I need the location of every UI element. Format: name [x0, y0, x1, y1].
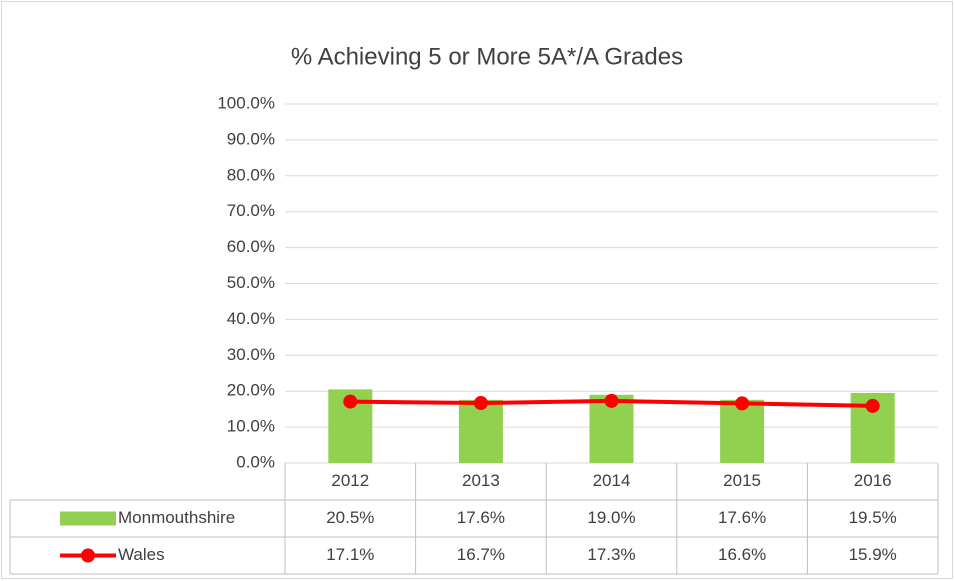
- marker: [604, 393, 619, 408]
- legend-label: Monmouthshire: [118, 508, 235, 527]
- y-tick-label: 70.0%: [227, 201, 275, 220]
- y-tick-label: 40.0%: [227, 309, 275, 328]
- x-tick-label: 2013: [462, 471, 500, 490]
- y-tick-label: 20.0%: [227, 381, 275, 400]
- y-tick-label: 80.0%: [227, 165, 275, 184]
- table-value: 15.9%: [849, 545, 897, 564]
- marker: [865, 398, 880, 413]
- table-value: 20.5%: [326, 508, 374, 527]
- table-value: 16.7%: [457, 545, 505, 564]
- bar: [458, 399, 503, 463]
- marker: [473, 396, 488, 411]
- table-value: 19.0%: [587, 508, 635, 527]
- x-tick-label: 2012: [331, 471, 369, 490]
- chart-title: % Achieving 5 or More 5A*/A Grades: [291, 43, 683, 70]
- y-tick-label: 100.0%: [217, 93, 275, 112]
- table-value: 17.6%: [718, 508, 766, 527]
- marker: [735, 396, 750, 411]
- y-tick-label: 30.0%: [227, 345, 275, 364]
- table-value: 17.6%: [457, 508, 505, 527]
- x-tick-label: 2016: [854, 471, 892, 490]
- legend-key: [81, 548, 95, 563]
- legend-key: [60, 511, 116, 526]
- table-value: 16.6%: [718, 545, 766, 564]
- y-tick-label: 90.0%: [227, 129, 275, 148]
- table-value: 19.5%: [849, 508, 897, 527]
- table-value: 17.3%: [587, 545, 635, 564]
- legend-label: Wales: [118, 545, 165, 564]
- marker: [343, 394, 358, 409]
- y-tick-label: 10.0%: [227, 417, 275, 436]
- y-tick-label: 0.0%: [236, 452, 275, 471]
- table-value: 17.1%: [326, 545, 374, 564]
- x-tick-label: 2015: [723, 471, 761, 490]
- y-tick-label: 60.0%: [227, 237, 275, 256]
- y-tick-label: 50.0%: [227, 273, 275, 292]
- x-tick-label: 2014: [593, 471, 631, 490]
